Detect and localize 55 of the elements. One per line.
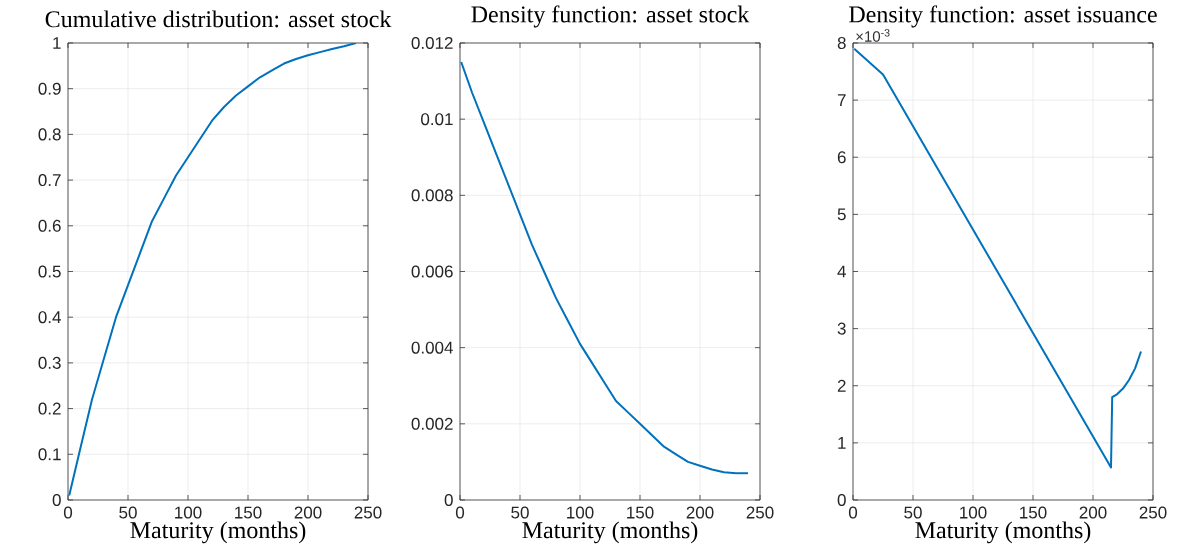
x-axis-title: Maturity (months) [130, 521, 306, 544]
y-tick-label: 7 [837, 94, 846, 106]
x-tick-label: 0 [455, 506, 465, 519]
chart-title: Density function: asset issuance [849, 5, 1157, 28]
y-tick-label: 3 [837, 322, 846, 335]
x-tick-label: 200 [1079, 506, 1107, 519]
x-tick-label: 150 [235, 506, 262, 519]
y-tick-label: 0.012 [411, 36, 453, 50]
chart-title: Cumulative distribution: asset stock [45, 10, 392, 28]
x-axis-title: Maturity (months) [915, 521, 1091, 544]
x-tick-label: 250 [746, 506, 774, 519]
x-tick-label: 250 [354, 506, 382, 519]
x-tick-label: 0 [63, 506, 73, 519]
y-tick-label: 4 [837, 265, 846, 278]
y-tick-label: 0.008 [411, 189, 453, 202]
y-tick-label: 0 [837, 493, 846, 507]
y-tick-label: 0.1 [38, 448, 61, 461]
x-axis-title: Maturity (months) [522, 521, 698, 544]
line-series [68, 42, 358, 497]
x-tick-label: 50 [119, 506, 137, 519]
y-tick-label: 1 [53, 37, 61, 49]
chart-title: Density function: asset stock [471, 5, 750, 28]
x-tick-label: 200 [686, 506, 714, 519]
y-tick-label: 0.9 [38, 82, 61, 95]
line-series [853, 47, 1142, 469]
y-tick-label: 0.5 [38, 265, 61, 278]
y-tick-label: 8 [837, 36, 846, 50]
x-tick-label: 50 [904, 506, 922, 519]
y-tick-label: 0.3 [38, 356, 61, 369]
y-tick-label: 6 [837, 151, 846, 164]
y-tick-label: 2 [837, 379, 846, 392]
x-tick-label: 150 [1020, 506, 1047, 519]
x-tick-label: 0 [848, 506, 858, 519]
y-tick-label: 0.4 [38, 311, 61, 324]
y-tick-label: 0.7 [38, 174, 61, 187]
y-tick-label: 0.8 [38, 128, 61, 141]
text: ×10$^{-3}$ [856, 29, 890, 42]
y-tick-label: 0.2 [38, 402, 61, 415]
y-tick-label: 0 [52, 493, 61, 507]
y-tick-label: 0.004 [411, 341, 453, 354]
x-tick-label: 150 [627, 506, 654, 519]
y-tick-label: 0.6 [38, 219, 61, 232]
y-tick-label: 0.01 [421, 113, 453, 126]
x-tick-label: 50 [511, 506, 529, 519]
x-tick-label: 100 [175, 506, 202, 519]
x-tick-label: 200 [294, 506, 322, 519]
x-tick-label: 250 [1139, 506, 1167, 519]
y-tick-label: 5 [837, 208, 846, 221]
y-tick-label: 0 [444, 493, 453, 507]
line-series [460, 61, 750, 475]
y-tick-label: 0.002 [411, 417, 453, 430]
x-tick-label: 100 [567, 506, 594, 519]
x-tick-label: 100 [960, 506, 987, 519]
y-tick-label: 1 [838, 437, 846, 449]
y-tick-label: 0.006 [411, 265, 453, 278]
